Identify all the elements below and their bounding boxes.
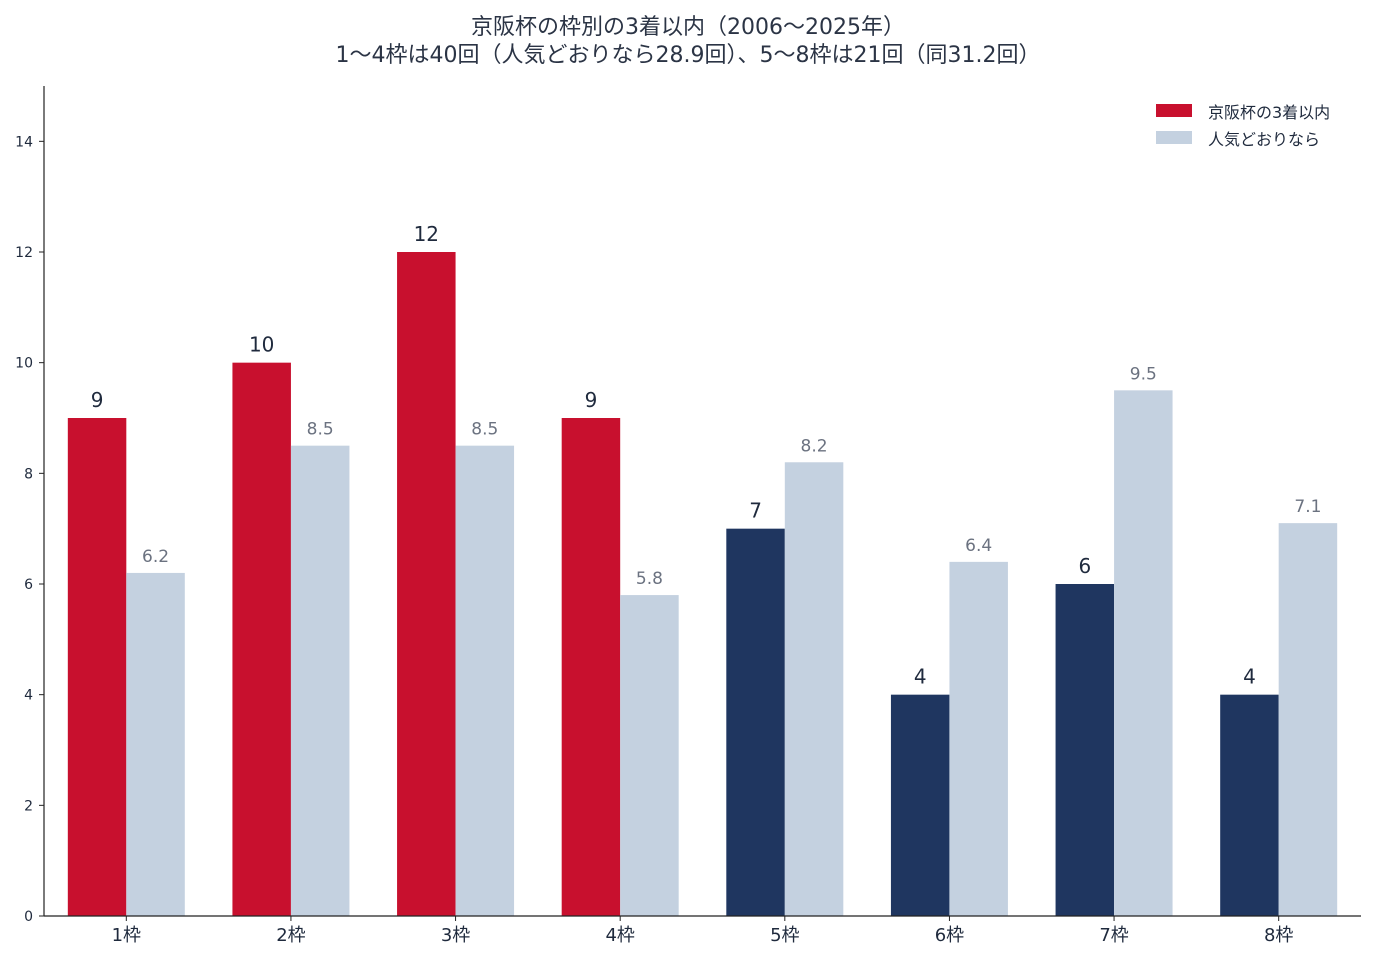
x-tick-label: 8枠 (1264, 925, 1293, 946)
y-tick-label: 8 (24, 466, 33, 482)
bar-actual (67, 418, 127, 916)
bar-label-actual: 4 (1243, 665, 1256, 689)
legend-swatch-expected (1156, 131, 1192, 144)
bar-expected (126, 572, 185, 916)
x-tick-label: 1枠 (112, 925, 141, 946)
x-tick-label: 3枠 (441, 925, 470, 946)
bar-actual (890, 694, 950, 916)
y-tick-label: 14 (15, 134, 33, 150)
y-tick-label: 0 (24, 909, 33, 925)
x-tick-label: 2枠 (276, 925, 305, 946)
bar-actual (397, 252, 456, 916)
bar-actual (232, 362, 291, 917)
bar-label-expected: 5.8 (636, 569, 663, 589)
legend: 京阪杯の3着以内 人気どおりなら (1156, 97, 1330, 151)
bar-actual (726, 528, 785, 916)
bar-label-expected: 8.5 (307, 420, 334, 440)
bar-label-actual: 10 (249, 333, 274, 357)
legend-label-actual: 京阪杯の3着以内 (1208, 102, 1331, 122)
bar-expected (784, 462, 844, 916)
legend-item-expected: 人気どおりなら (1156, 124, 1330, 151)
bar-label-expected: 8.5 (471, 420, 498, 440)
y-tick-label: 10 (15, 356, 33, 372)
bar-label-expected: 7.1 (1294, 497, 1321, 517)
bar-label-actual: 7 (749, 499, 762, 523)
bar-label-actual: 6 (1078, 554, 1091, 578)
x-tick-label: 6枠 (935, 925, 964, 946)
chart-title: 京阪杯の枠別の3着以内（2006〜2025年） (471, 15, 905, 40)
legend-label-expected: 人気どおりなら (1208, 129, 1321, 149)
y-tick-label: 2 (24, 798, 33, 814)
x-tick-label: 7枠 (1099, 925, 1128, 946)
bar-actual (561, 418, 621, 916)
bar-label-actual: 9 (585, 388, 598, 412)
bar-label-expected: 6.4 (965, 536, 992, 556)
y-tick-label: 12 (15, 245, 33, 261)
bar-label-actual: 4 (914, 665, 927, 689)
y-tick-label: 6 (24, 577, 33, 593)
bar-expected (1278, 523, 1338, 916)
bar-expected (949, 561, 1008, 916)
bar-label-actual: 12 (414, 222, 439, 246)
bar-label-actual: 9 (91, 388, 104, 412)
bar-expected (620, 595, 679, 916)
bar-expected (455, 445, 515, 916)
bar-label-expected: 9.5 (1130, 364, 1157, 384)
bar-label-expected: 6.2 (142, 547, 169, 567)
legend-swatch-actual (1156, 104, 1192, 117)
legend-item-actual: 京阪杯の3着以内 (1156, 97, 1330, 124)
bar-expected (290, 445, 350, 916)
x-tick-label: 5枠 (770, 925, 799, 946)
y-tick-label: 4 (24, 688, 33, 704)
bar-expected (1114, 390, 1173, 916)
bar-actual (1055, 584, 1115, 916)
chart-subtitle: 1〜4枠は40回（人気どおりなら28.9回）、5〜8枠は21回（同31.2回） (335, 43, 1041, 68)
bar-actual (1220, 694, 1279, 916)
x-tick-label: 4枠 (605, 925, 634, 946)
bar-label-expected: 8.2 (801, 436, 828, 456)
